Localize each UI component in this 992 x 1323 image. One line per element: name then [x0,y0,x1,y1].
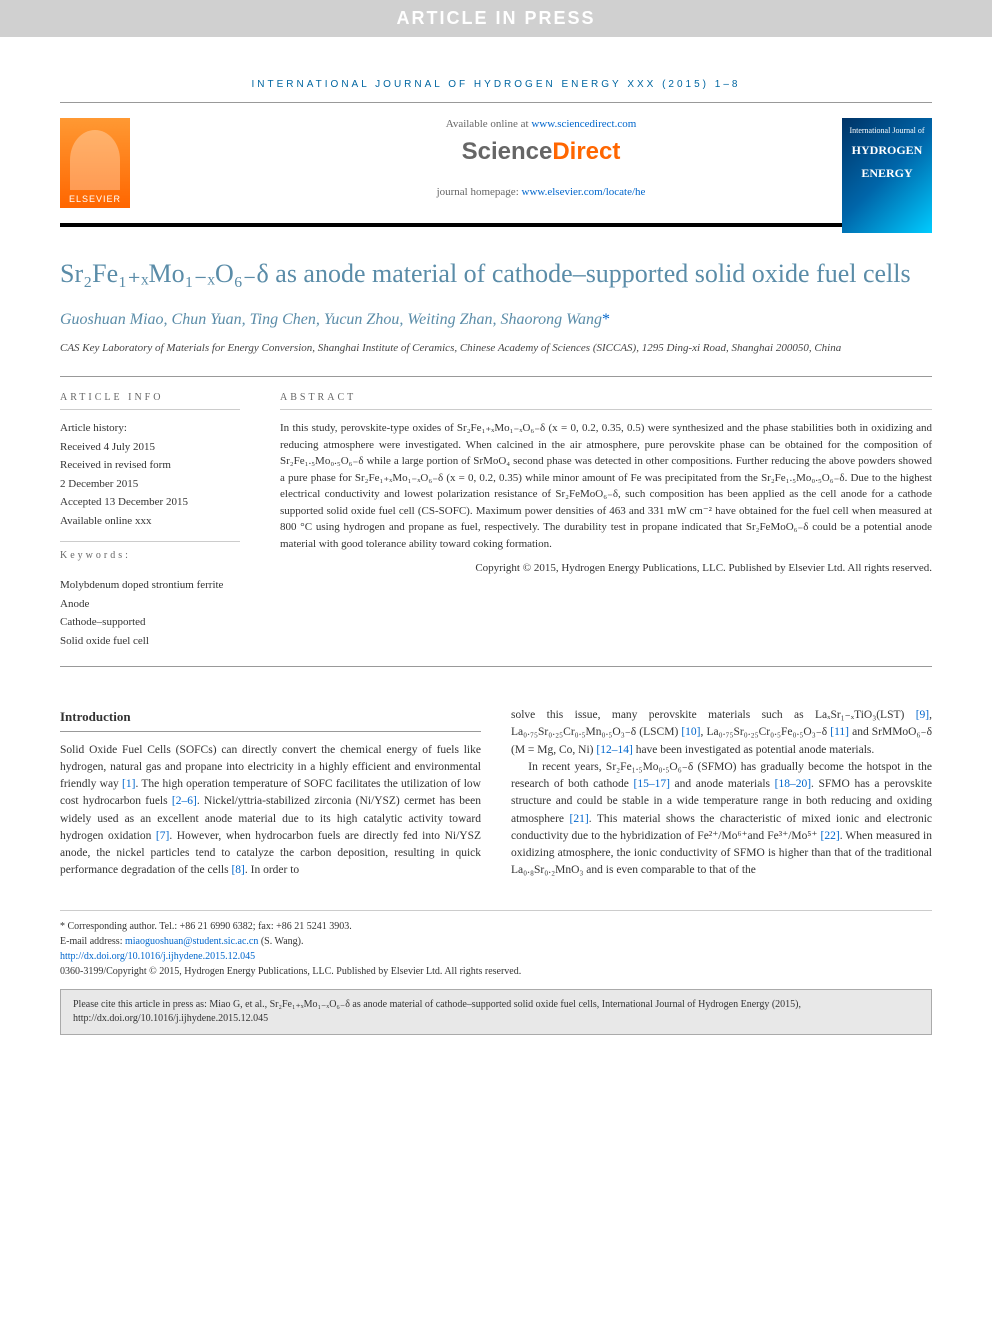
ref-21[interactable]: [21] [570,813,589,825]
ref-10[interactable]: [10] [681,726,700,738]
authors-list: Guoshuan Miao, Chun Yuan, Ting Chen, Yuc… [60,311,602,328]
sd-prefix: Science [462,138,553,165]
corresponding-author: * Corresponding author. Tel.: +86 21 699… [60,919,932,934]
email-label: E-mail address: [60,936,125,947]
journal-reference: INTERNATIONAL JOURNAL OF HYDROGEN ENERGY… [60,67,932,102]
ref-1[interactable]: [1] [122,778,135,790]
ref-22[interactable]: [22] [821,830,840,842]
p1e: . In order to [245,864,299,876]
rp2b: and anode materials [670,778,775,790]
ref-9[interactable]: [9] [916,709,929,721]
abstract-copyright: Copyright © 2015, Hydrogen Energy Public… [280,560,932,577]
abstract-text: In this study, perovskite-type oxides of… [280,420,932,552]
cover-journal-name: International Journal of [846,126,928,135]
journal-cover: International Journal of HYDROGEN ENERGY [842,118,932,233]
footer-notes: * Corresponding author. Tel.: +86 21 699… [60,910,932,979]
abstract-heading: ABSTRACT [280,392,932,410]
info-abstract-row: ARTICLE INFO Article history: Received 4… [60,376,932,667]
ref-15-17[interactable]: [15–17] [634,778,670,790]
corresponding-star-icon: * [602,311,610,328]
available-online-text: Available online at www.sciencedirect.co… [150,118,932,130]
keyword-3: Cathode–supported [60,614,240,631]
authors: Guoshuan Miao, Chun Yuan, Ting Chen, Yuc… [60,311,932,329]
corr-label: * Corresponding author. [60,921,159,932]
introduction-heading: Introduction [60,707,481,732]
email-link[interactable]: miaoguoshuan@student.sic.ac.cn [125,936,258,947]
ref-8[interactable]: [8] [231,864,244,876]
sd-suffix: Direct [552,138,620,165]
elsevier-logo: ELSEVIER [60,118,130,208]
sciencedirect-logo: ScienceDirect [150,138,932,166]
cover-title-1: HYDROGEN [846,143,928,158]
body-left-column: Introduction Solid Oxide Fuel Cells (SOF… [60,707,481,880]
body-columns: Introduction Solid Oxide Fuel Cells (SOF… [60,707,932,880]
affiliation: CAS Key Laboratory of Materials for Ener… [60,341,932,356]
history-online: Available online xxx [60,513,240,530]
intro-paragraph-1-cont: solve this issue, many perovskite materi… [511,707,932,759]
article-info-column: ARTICLE INFO Article history: Received 4… [60,377,260,666]
sciencedirect-link[interactable]: www.sciencedirect.com [531,118,636,130]
homepage-link[interactable]: www.elsevier.com/locate/he [522,186,646,198]
press-banner: ARTICLE IN PRESS [0,0,992,37]
cover-title-2: ENERGY [846,166,928,181]
journal-homepage: journal homepage: www.elsevier.com/locat… [150,186,932,198]
intro-paragraph-1: Solid Oxide Fuel Cells (SOFCs) can direc… [60,742,481,880]
ref-7[interactable]: [7] [156,830,169,842]
keyword-1: Molybdenum doped strontium ferrite [60,577,240,594]
email-line: E-mail address: miaoguoshuan@student.sic… [60,934,932,949]
email-suffix: (S. Wang). [258,936,303,947]
history-accepted: Accepted 13 December 2015 [60,494,240,511]
doi-link[interactable]: http://dx.doi.org/10.1016/j.ijhydene.201… [60,949,932,964]
keyword-2: Anode [60,596,240,613]
elsevier-tree-icon [70,130,120,190]
ref-11[interactable]: [11] [830,726,849,738]
history-revised-1: Received in revised form [60,457,240,474]
corr-text: Tel.: +86 21 6990 6382; fax: +86 21 5241… [159,921,352,932]
rp1c: , La₀.₇₅Sr₀.₂₅Cr₀.₅Fe₀.₅O₃₋δ [701,726,831,738]
body-right-column: solve this issue, many perovskite materi… [511,707,932,880]
keywords-label: Keywords: [60,541,240,567]
article-info-heading: ARTICLE INFO [60,392,240,410]
article-title: Sr₂Fe₁₊ₓMo₁₋ₓO₆₋δ as anode material of c… [60,257,932,291]
footer-copyright: 0360-3199/Copyright © 2015, Hydrogen Ene… [60,964,932,979]
history-revised-2: 2 December 2015 [60,476,240,493]
homepage-label: journal homepage: [437,186,522,198]
intro-paragraph-2: In recent years, Sr₂Fe₁.₅Mo₀.₅O₆₋δ (SFMO… [511,759,932,880]
elsevier-label: ELSEVIER [69,194,121,204]
ref-18-20[interactable]: [18–20] [775,778,811,790]
history-received: Received 4 July 2015 [60,439,240,456]
ref-12-14[interactable]: [12–14] [596,744,632,756]
keyword-4: Solid oxide fuel cell [60,633,240,650]
header-box: ELSEVIER Available online at www.science… [60,102,932,227]
rp1a: solve this issue, many perovskite materi… [511,709,916,721]
rp1e: have been investigated as potential anod… [633,744,874,756]
history-label: Article history: [60,420,240,437]
cite-box: Please cite this article in press as: Mi… [60,989,932,1035]
ref-2-6[interactable]: [2–6] [172,795,197,807]
abstract-column: ABSTRACT In this study, perovskite-type … [260,377,932,666]
available-label: Available online at [446,118,532,130]
